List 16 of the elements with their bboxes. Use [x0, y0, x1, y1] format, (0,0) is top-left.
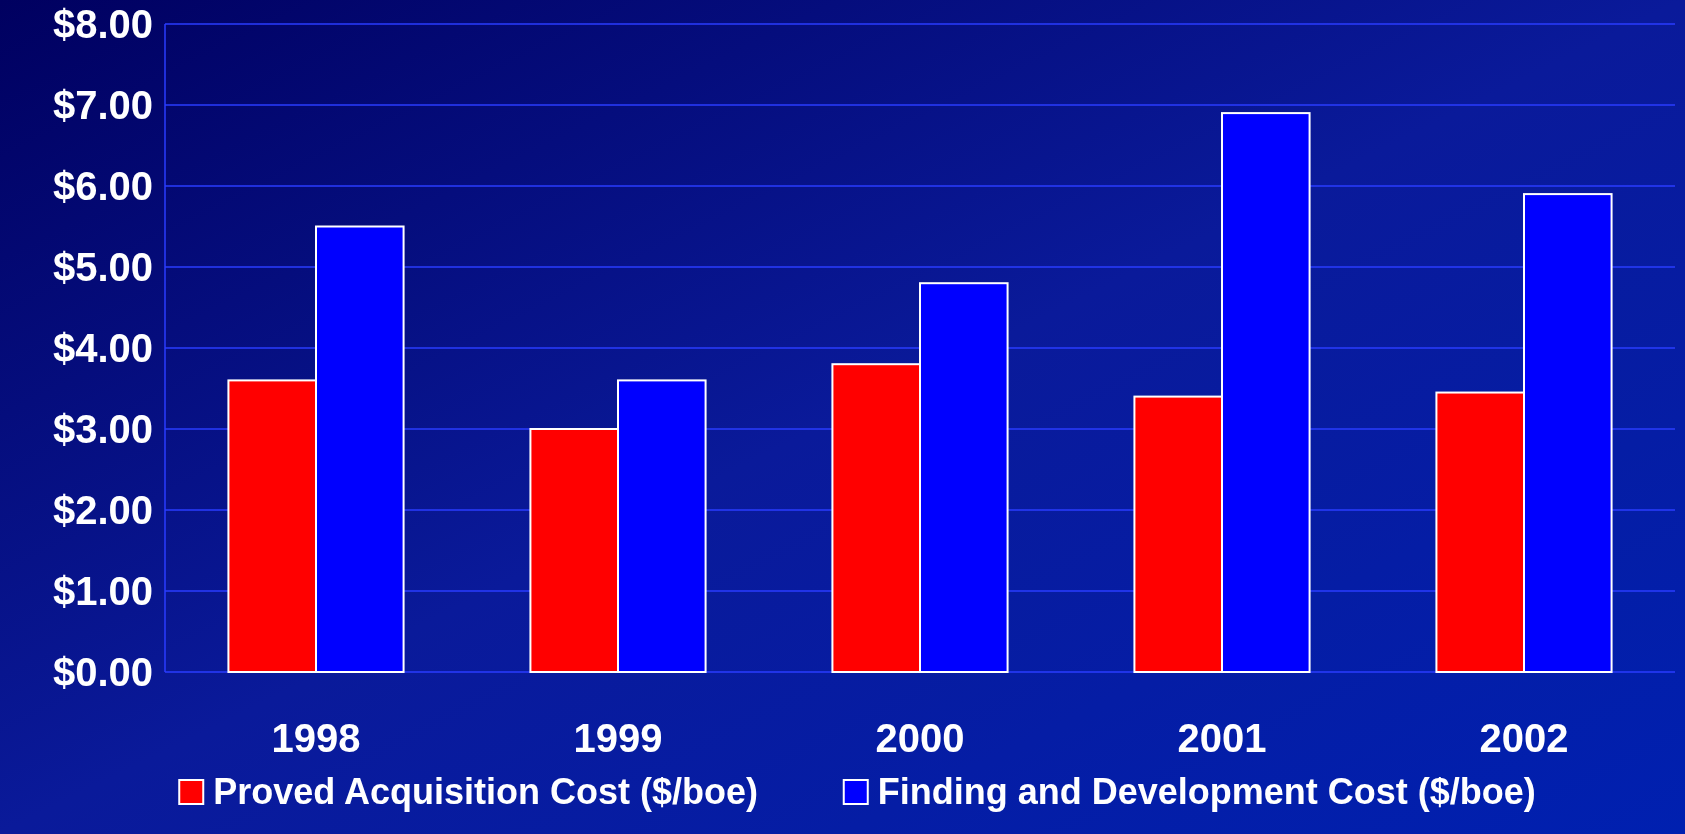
legend-label: Finding and Development Cost ($/boe) [877, 771, 1536, 812]
y-tick-label: $3.00 [52, 407, 153, 451]
x-tick-label: 1999 [573, 716, 663, 760]
y-tick-label: $0.00 [52, 650, 153, 694]
y-tick-label: $5.00 [52, 245, 153, 289]
x-tick-label: 1998 [271, 716, 361, 760]
legend-label: Proved Acquisition Cost ($/boe) [213, 771, 758, 812]
x-tick-label: 2001 [1177, 716, 1267, 760]
y-tick-label: $7.00 [52, 83, 153, 127]
y-tick-label: $8.00 [52, 2, 153, 46]
y-tick-label: $6.00 [52, 164, 153, 208]
y-tick-label: $4.00 [52, 326, 153, 370]
y-tick-label: $2.00 [52, 488, 153, 532]
x-tick-label: 2002 [1479, 716, 1569, 760]
y-tick-label: $1.00 [52, 569, 153, 613]
x-tick-label: 2000 [875, 716, 965, 760]
